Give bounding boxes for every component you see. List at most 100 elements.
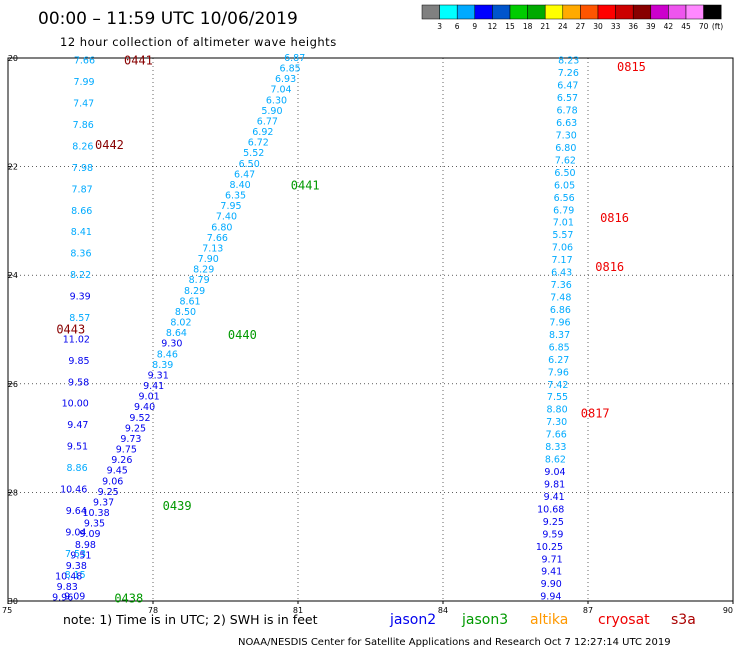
swh-value: 8.29 [184,286,205,297]
colorbar-label: 3 [437,22,442,31]
satellite-altika: altika [530,612,568,628]
swh-value: 7.40 [216,212,237,223]
swh-value: 6.78 [556,106,577,117]
swh-value: 9.52 [129,413,150,424]
axis-ticks: 75 78 81 84 87 90 20 22 24 26 28 30 [2,54,734,615]
y-tick-label: 20 [8,54,18,63]
swh-value: 6.77 [257,116,278,127]
swh-value: 6.56 [554,193,575,204]
swh-value: 9.31 [148,370,169,381]
swh-value: 6.87 [284,53,305,64]
colorbar-swatch [632,4,652,20]
swh-value: 5.57 [552,230,573,241]
colorbar-label: 12 [488,22,498,31]
swh-value: 9.47 [67,420,88,431]
pass-label: 0443 [56,323,85,337]
data-marks: 7.66 7.99 7.47 7.86 8.26 7.98 7.87 8.66 8.41 8.36… [52,53,579,604]
y-tick-label: 24 [8,271,18,280]
swh-value: 7.55 [547,392,568,403]
satellite-legend: jason2 jason3 altika cryosat s3a [389,612,696,628]
colorbar-label: 15 [505,22,515,31]
swh-value: 9.96 [52,593,73,604]
swh-value: 9.51 [67,442,88,453]
swh-value: 9.41 [544,492,565,503]
satellite-jason3: jason3 [461,612,508,628]
swh-value: 11.02 [63,334,90,345]
swh-value: 7.17 [551,255,572,266]
pass-labels: 0441 0442 0443 0441 0440 0439 0438 0815 0816 0816… [56,54,646,606]
pass-label: 0439 [163,499,192,513]
swh-value: 7.26 [558,68,579,79]
colorbar-swatch [562,4,581,20]
swh-value: 6.92 [252,127,273,138]
swh-value: 9.41 [541,567,562,578]
swh-value: 7.53 [65,549,86,560]
swh-value: 9.25 [125,423,146,434]
swh-value: 7.66 [207,233,228,244]
swh-value: 8.36 [70,249,91,260]
satellite-jason2: jason2 [389,612,436,628]
swh-value: 7.96 [548,367,569,378]
swh-value: 9.75 [116,445,137,456]
pass-label: 0442 [95,138,124,152]
swh-value: 9.26 [111,455,132,466]
swh-value: 6.47 [557,81,578,92]
swh-value: 6.47 [234,169,255,180]
colorbar-label: 39 [646,22,656,31]
colorbar-label: 30 [593,22,603,31]
colorbar-swatch [615,4,634,20]
swh-value: 9.04 [544,467,565,478]
colorbar-swatch [492,4,511,20]
swh-value: 8.26 [72,141,93,152]
swh-value: 6.93 [275,74,296,85]
swh-value: 6.72 [248,138,269,149]
colorbar-swatch [421,4,440,20]
swh-value: 8.98 [75,540,96,551]
swh-value: 9.04 [65,527,86,538]
satellite-cryosat: cryosat [598,612,650,628]
swh-value: 9.58 [68,377,89,388]
swh-value: 7.90 [198,254,219,265]
colorbar-swatch [685,4,704,20]
pass-label: 0441 [124,54,153,68]
swh-value: 6.86 [550,305,571,316]
swh-value: 8.15 [65,570,86,581]
swh-value: 8.57 [69,313,90,324]
swh-value: 7.62 [555,155,576,166]
swh-value: 10.38 [82,508,109,519]
colorbar-label: 42 [664,22,674,31]
swh-value: 9.83 [57,582,78,593]
swh-value: 8.23 [558,56,579,67]
swh-value: 9.51 [70,550,91,561]
swh-value: 7.01 [553,218,574,229]
swh-value: 8.64 [166,328,187,339]
pass-label: 0438 [114,591,143,605]
swh-value: 8.50 [175,307,196,318]
colorbar-legend: 3 6 9 12 15 18 21 24 27 30 33 36 39 42 45 70 (ft) [421,4,723,31]
swh-value: 10.46 [60,484,87,495]
swh-value: 9.85 [68,356,89,367]
pass-label: 0816 [595,260,624,274]
swh-value: 9.06 [102,476,123,487]
swh-value: 6.79 [553,205,574,216]
pass-label: 0441 [291,179,320,193]
y-tick-label: 26 [8,380,18,389]
swh-value: 6.43 [551,268,572,279]
colorbar-swatch [580,4,599,20]
swh-value: 8.02 [170,318,191,329]
swh-value: 7.42 [547,380,568,391]
swh-value: 6.05 [554,180,575,191]
swh-value: 7.06 [552,243,573,254]
x-tick-label: 90 [723,606,733,615]
swh-value: 9.37 [93,497,114,508]
swh-value: 8.66 [71,206,92,217]
swh-value: 9.40 [134,402,155,413]
colorbar-swatch [474,4,493,20]
swh-value: 8.41 [71,227,92,238]
swh-value: 6.80 [211,222,232,233]
swh-value: 8.39 [152,360,173,371]
colorbar-swatch [527,4,546,20]
colorbar-swatch [668,4,687,20]
swh-value: 7.99 [73,77,94,88]
x-tick-label: 78 [148,606,158,615]
